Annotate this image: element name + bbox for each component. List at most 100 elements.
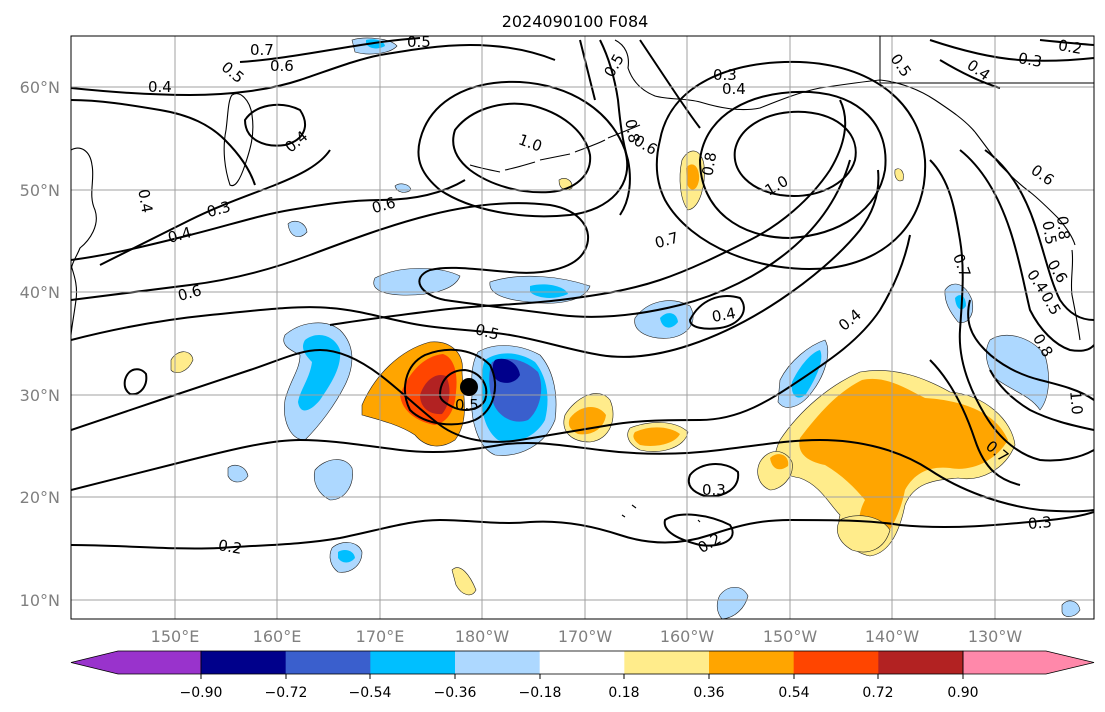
colorbar-segment [709,651,795,674]
map-title: 2024090100 F084 [502,12,649,31]
colorbar-segment [370,651,456,674]
contour-0.7-low-east [929,359,1021,486]
lon-label: 150°W [763,627,818,646]
contour-0.7-east-loop [655,60,927,270]
contour-0.2-south [71,511,1094,550]
contour-label: 0.5 [1038,219,1060,246]
lon-label: 170°E [356,627,405,646]
colorbar-frame [200,650,964,675]
lon-label: 160°W [660,627,715,646]
colorbar-tick-label: −0.54 [349,685,392,701]
contour-label: 0.3 [205,198,233,222]
positive-anomaly-region [894,168,904,182]
contour-0.4-northwest [71,99,256,186]
negative-anomaly-region [287,220,308,237]
contour-0.2-north-east [1039,39,1094,46]
contour-0.3-west [99,149,331,266]
contour-label: 0.5 [455,396,479,414]
colorbar-segment [624,651,710,674]
contour-label: 0.8 [1053,215,1073,240]
negative-anomaly-region [338,550,355,563]
contour-label: 0.4 [710,304,737,326]
contour-0.2-low [663,513,734,547]
contour-label: 0.5 [473,320,501,344]
contour-label: 0.7 [250,41,274,59]
positive-anomaly-region [770,454,789,470]
contour-0.4-tropics [688,295,745,330]
contour-label: 0.3 [713,66,737,84]
contour-0.6-mid [71,159,851,318]
contour-1.0-east [989,369,1094,431]
negative-anomaly-region [227,464,249,483]
contour-label: 0.2 [217,536,244,558]
contour-1.0-west-loop [452,102,592,194]
colorbar-tick-label: 0.36 [693,685,724,701]
map-background [71,36,1094,619]
lon-label: 150°E [151,627,200,646]
contour-0.8-east-loop [698,90,887,240]
graticule [71,36,1094,619]
contour-label: 0.8 [698,151,720,178]
lat-label: 60°N [20,78,60,97]
contour-label: 0.6 [176,281,204,305]
negative-anomaly-region [313,459,353,501]
aleutian-islands [469,124,641,173]
negative-anomaly-region [1061,600,1081,617]
contour-lines [71,37,1094,550]
colorbar-tick-label: −0.72 [265,685,308,701]
colorbar-tick-label: −0.36 [434,685,477,701]
contour-0.8-east [967,299,1094,401]
map-area: 0.5 0.7 0.6 0.5 0.4 0.4 0.4 0.3 0.4 0.6 … [70,35,1095,620]
lon-label: 170°W [558,627,613,646]
contour-small-loop [123,368,148,396]
contour-0.5-alaska [639,39,701,129]
colorbar-tick-label: −0.18 [519,685,562,701]
positive-anomaly-region [799,378,1008,545]
contour-0.7-east [929,159,1094,462]
contour-0.6-east [959,149,1094,352]
contour-0.5-east [984,149,1094,321]
storm-center-dot [460,378,478,396]
negative-anomaly-region [791,350,822,398]
contour-0.3-north-east [929,39,1094,62]
positive-anomaly-region [686,164,700,190]
negative-anomaly-region [716,586,749,619]
negative-anomaly-region [955,295,966,310]
negative-anomaly-region [492,358,520,383]
lat-label: 40°N [20,283,60,302]
contour-0.4-loop-west [243,103,306,147]
colorbar-left-extension [70,650,202,675]
colorbar-tick-label: 0.72 [862,685,893,701]
contour-0.6-alaska [599,39,631,216]
lon-label: 140°W [865,627,920,646]
latitude-labels: 60°N 50°N 40°N 30°N 20°N 10°N [20,78,60,610]
hawaii-islands [621,504,701,523]
us-west-coastline [1070,249,1081,341]
contour-label: 0.4 [134,188,156,215]
contour-0.6-north [239,37,421,63]
longitude-labels: 150°E 160°E 170°E 180°W 170°W 160°W 150°… [151,627,1023,646]
contour-label: 0.3 [1027,513,1052,533]
colorbar-segments [201,651,964,674]
negative-anomaly-region [530,284,568,298]
contour-label: 0.3 [1017,49,1044,71]
lon-label: 160°E [253,627,302,646]
contour-0.5-central [71,169,880,358]
colorbar-tick-label: −0.90 [180,685,223,701]
contour-label: 0.3 [702,481,726,499]
lon-label: 180°W [455,627,510,646]
kamchatka-coastline [223,93,254,187]
colorbar-ticks [200,674,964,679]
asia-coastline [71,147,97,271]
positive-anomaly-region [633,427,680,446]
contour-label: 0.8 [621,118,643,145]
lat-label: 30°N [20,386,60,405]
colorbar-right-extension [962,650,1095,675]
contour-label: 0.6 [270,57,294,75]
colorbar: −0.90 −0.72 −0.54 −0.36 −0.18 0.18 0.36 … [70,650,1095,701]
lon-label: 130°W [968,627,1023,646]
positive-anomaly-region [451,567,477,596]
lat-label: 10°N [20,591,60,610]
lat-label: 50°N [20,181,60,200]
